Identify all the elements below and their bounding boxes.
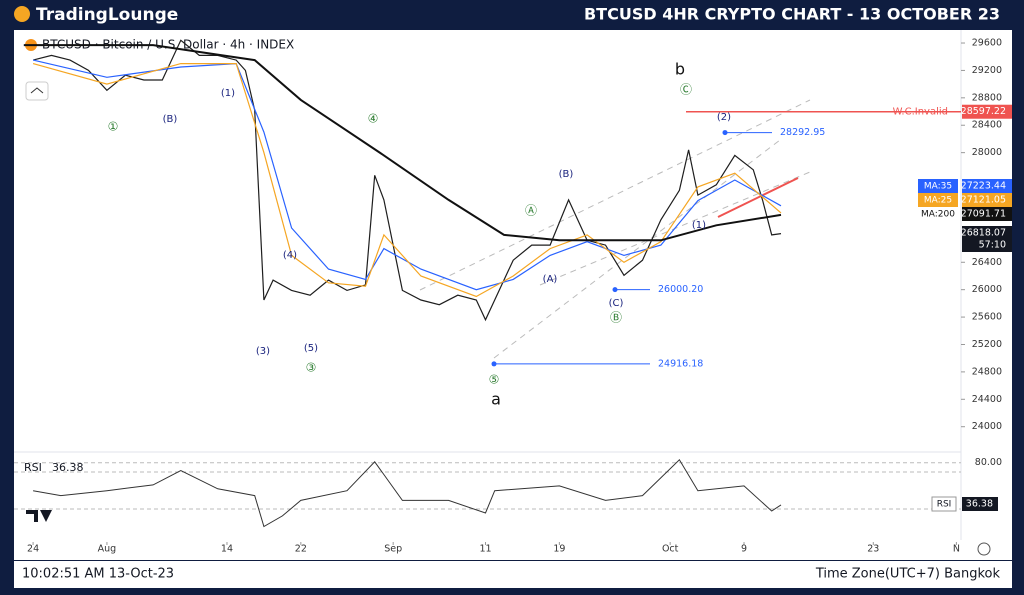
x-tick-label: Sep	[384, 544, 402, 555]
level-label: W.C.Invalid	[893, 107, 948, 118]
logo: TradingLounge	[36, 5, 178, 25]
wave-label: (1)	[692, 220, 706, 231]
page-title: BTCUSD 4HR CRYPTO CHART - 13 OCTOBER 23	[584, 5, 1000, 24]
wave-label: a	[491, 390, 501, 409]
rsi-name: RSI	[937, 500, 952, 510]
chart-area	[14, 30, 1012, 560]
series-line	[32, 39, 782, 322]
level-value: 26000.20	[658, 284, 703, 295]
x-tick-label: 19	[553, 544, 565, 555]
countdown: 57:10	[979, 240, 1006, 251]
x-tick-label: 24	[27, 544, 39, 555]
level-anchor	[491, 361, 497, 367]
ma-name-box	[918, 179, 958, 193]
ma-value-box	[962, 179, 1012, 193]
y-tick-label: 25200	[972, 339, 1002, 350]
wave-label: (4)	[283, 250, 297, 261]
logo-icon	[14, 6, 30, 22]
ma-value: 27121.05	[961, 195, 1006, 206]
wave-label: ①	[108, 120, 119, 134]
price-value: 26818.07	[961, 228, 1006, 239]
timezone: Time Zone(UTC+7) Bangkok	[815, 567, 1001, 582]
wave-label: ⑤	[489, 373, 500, 387]
ma-name-box	[918, 193, 958, 207]
timestamp: 10:02:51 AM 13-Oct-23	[22, 567, 174, 582]
rsi-value-box	[962, 497, 998, 511]
wave-label: (B)	[559, 169, 574, 180]
ma-name: MA:35	[924, 182, 952, 192]
x-tick-label: 22	[295, 544, 307, 555]
rsi-tick-label: 80.00	[975, 457, 1002, 468]
wave-label: (A)	[543, 274, 558, 285]
ma-name-box	[918, 207, 958, 221]
wave-label: Ⓐ	[525, 204, 537, 218]
y-tick-label: 25600	[972, 312, 1002, 323]
rsi-title-value: 36.38	[52, 461, 84, 474]
ma-value-box	[962, 207, 1012, 221]
symbol-title: BTCUSD · Bitcoin / U.S. Dollar · 4h · IN…	[42, 38, 294, 52]
wave-label: ③	[306, 361, 317, 375]
wave-label: (2)	[717, 112, 731, 123]
ma-value: 27091.71	[961, 209, 1006, 220]
ma-value: 27223.44	[961, 181, 1006, 192]
wave-label: b	[675, 60, 685, 79]
level-value: 28292.95	[780, 127, 825, 138]
y-tick-label: 28800	[972, 92, 1002, 103]
footer-area	[14, 561, 1012, 588]
level-value: 24916.18	[658, 358, 703, 369]
wave-label: Ⓑ	[610, 311, 622, 325]
y-tick-label: 28000	[972, 147, 1002, 158]
ma-name: MA:200	[921, 210, 955, 220]
wave-label: (C)	[609, 298, 624, 309]
level-value: 28597.22	[961, 106, 1006, 117]
level-box	[962, 104, 1012, 119]
wave-label: (3)	[256, 346, 270, 357]
x-tick-label: 11	[479, 544, 491, 555]
y-tick-label: 24000	[972, 421, 1002, 432]
rsi-title: RSI	[24, 461, 42, 474]
wave-label: (5)	[304, 343, 318, 354]
y-tick-label: 29600	[972, 38, 1002, 49]
series-line	[32, 63, 782, 298]
wave-label: (B)	[163, 114, 178, 125]
x-tick-label: N	[953, 544, 960, 555]
y-tick-label: 24800	[972, 366, 1002, 377]
rsi-name-box	[931, 496, 957, 512]
collapse-icon	[30, 87, 44, 94]
ma-name: MA:25	[924, 196, 952, 206]
ma-value-box	[962, 193, 1012, 207]
y-tick-label: 28400	[972, 120, 1002, 131]
y-tick-label: 29200	[972, 65, 1002, 76]
level-anchor	[722, 130, 728, 136]
y-tick-label: 26000	[972, 284, 1002, 295]
channel-line	[493, 139, 781, 359]
level-anchor	[612, 287, 618, 293]
wave-label: ④	[368, 112, 379, 126]
x-tick-label: 23	[867, 544, 879, 555]
rsi-line	[33, 459, 782, 528]
rsi-value: 36.38	[966, 499, 993, 510]
x-tick-label: Oct	[662, 544, 679, 555]
x-tick-label: 14	[221, 544, 233, 555]
wave-label: Ⓒ	[680, 83, 692, 97]
y-tick-label: 26400	[972, 257, 1002, 268]
x-tick-label: 9	[741, 544, 747, 555]
settings-icon[interactable]	[977, 542, 991, 556]
y-tick-label: 24400	[972, 394, 1002, 405]
tv-logo	[26, 510, 52, 522]
x-tick-label: Aug	[98, 544, 117, 555]
collapse-button[interactable]	[25, 81, 49, 101]
wave-label: (1)	[221, 88, 235, 99]
trend-line	[717, 177, 799, 218]
series-line	[23, 44, 782, 242]
price-box	[962, 226, 1012, 252]
